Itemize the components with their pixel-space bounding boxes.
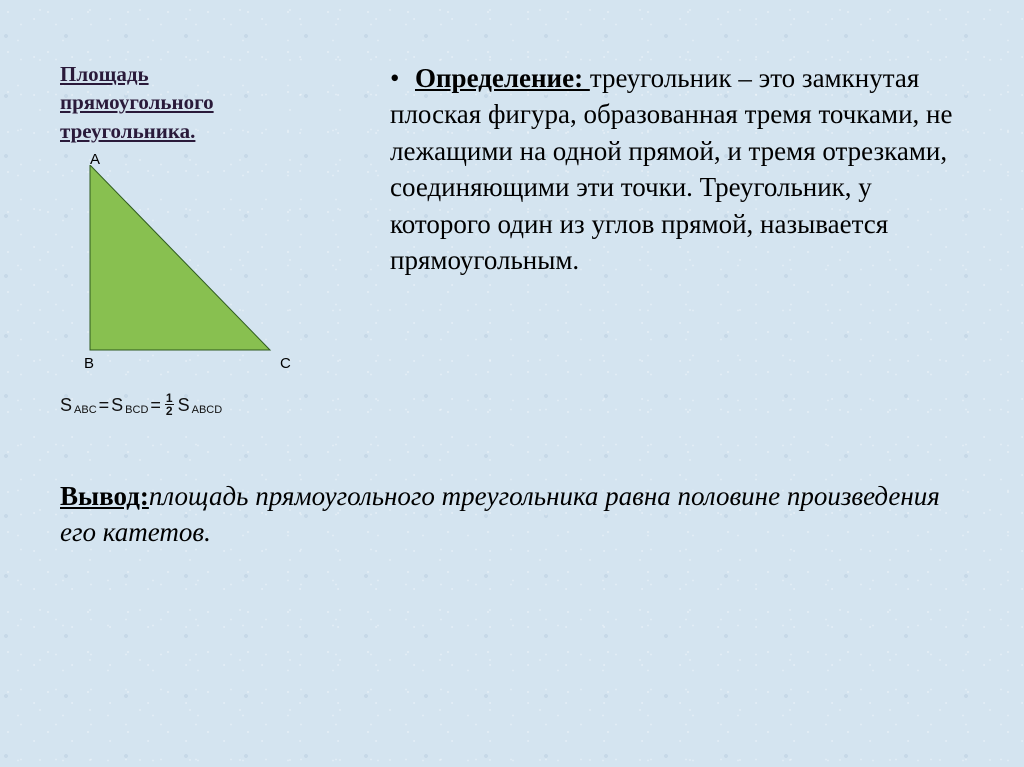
formula-s-2: S bbox=[111, 395, 123, 416]
formula-sub-2: BCD bbox=[125, 404, 148, 416]
conclusion-block: Вывод:площадь прямоугольного треугольник… bbox=[60, 478, 974, 551]
conclusion-label: Вывод: bbox=[60, 481, 149, 511]
vertex-c: C bbox=[280, 355, 291, 372]
triangle-shape bbox=[90, 165, 270, 350]
top-row: Площадь прямоугольного треугольника. A B… bbox=[60, 60, 974, 418]
conclusion-text: площадь прямоугольного треугольника равн… bbox=[60, 481, 940, 547]
bullet-icon: • bbox=[390, 60, 415, 96]
title-line-3: треугольника. bbox=[60, 119, 195, 143]
triangle-svg bbox=[70, 165, 280, 365]
formula-s-3: S bbox=[178, 395, 190, 416]
area-formula: SABC = SBCD = 1 2 SABCD bbox=[60, 393, 350, 418]
slide-content: Площадь прямоугольного треугольника. A B… bbox=[0, 0, 1024, 767]
left-title: Площадь прямоугольного треугольника. bbox=[60, 60, 350, 145]
vertex-b: B bbox=[84, 355, 94, 372]
definition-block: •Определение: треугольник – это замкнута… bbox=[390, 60, 974, 279]
formula-sub-3: ABCD bbox=[192, 404, 223, 416]
fraction-den: 2 bbox=[165, 405, 174, 417]
definition-text: треугольник – это замкнутая плоская фигу… bbox=[390, 63, 952, 275]
right-column: •Определение: треугольник – это замкнута… bbox=[390, 60, 974, 418]
definition-label: Определение: bbox=[415, 63, 590, 93]
formula-sub-1: ABC bbox=[74, 404, 97, 416]
fraction-half: 1 2 bbox=[165, 392, 174, 417]
triangle-diagram: A B C bbox=[70, 155, 300, 385]
formula-eq-2: = bbox=[150, 395, 161, 416]
title-line-1: Площадь bbox=[60, 62, 149, 86]
formula-eq-1: = bbox=[99, 395, 110, 416]
vertex-a: A bbox=[90, 151, 100, 168]
title-line-2: прямоугольного bbox=[60, 90, 214, 114]
left-column: Площадь прямоугольного треугольника. A B… bbox=[60, 60, 350, 418]
formula-s-1: S bbox=[60, 395, 72, 416]
